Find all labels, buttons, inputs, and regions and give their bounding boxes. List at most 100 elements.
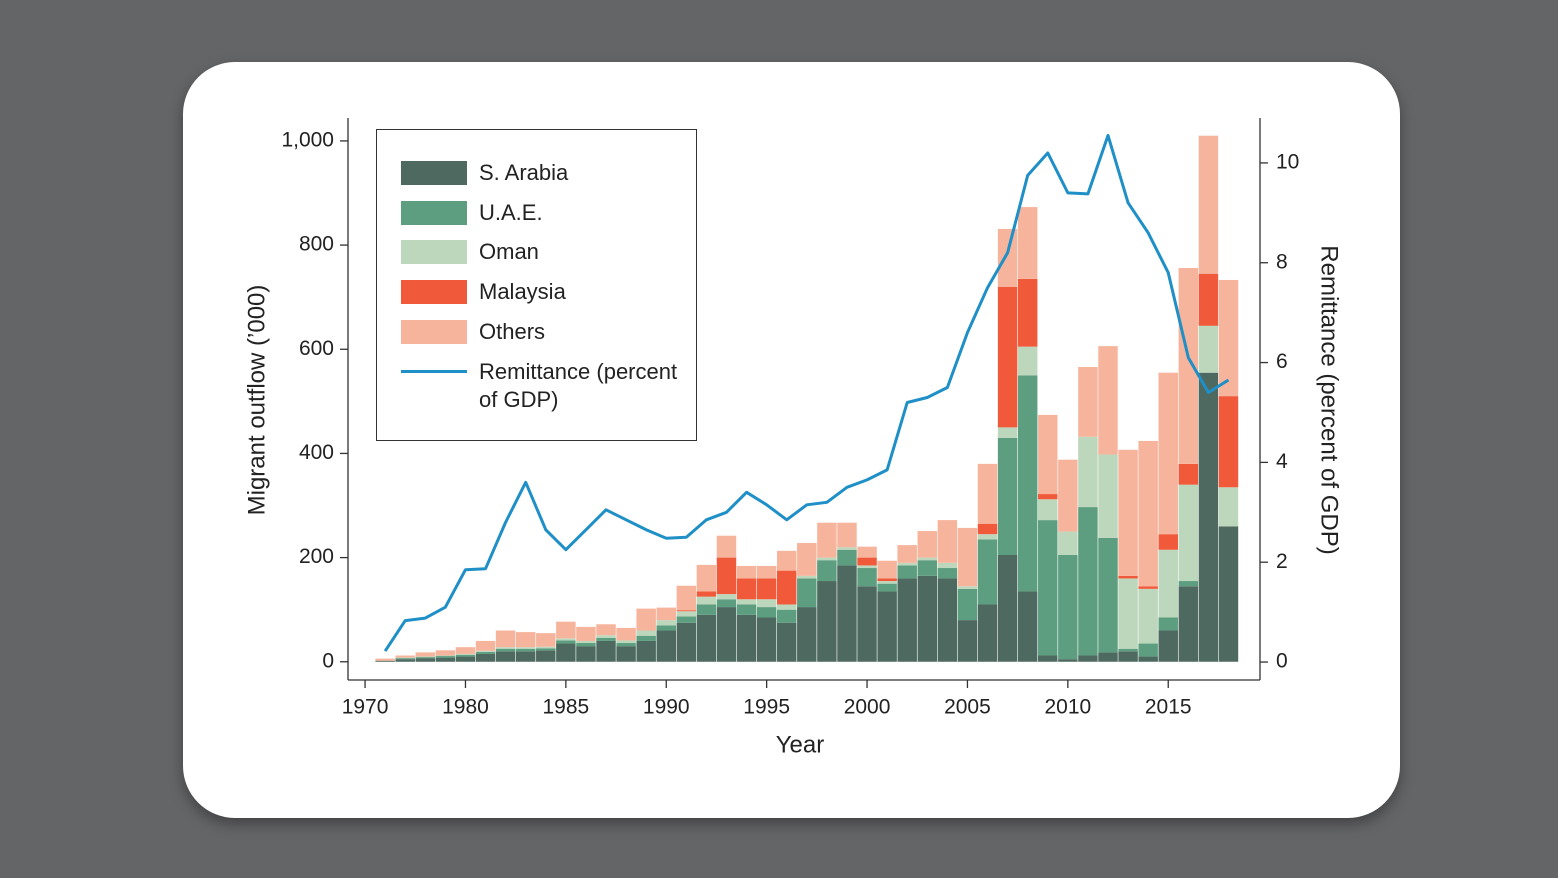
bar-segment (656, 630, 676, 662)
y-tick-label: 200 (299, 545, 334, 568)
bar-segment (375, 658, 395, 661)
bar-segment (716, 557, 737, 595)
bar-segment (576, 643, 596, 647)
bar-segment (636, 630, 656, 636)
bar-segment (776, 604, 797, 610)
legend-entry: Others (401, 319, 689, 346)
line (383, 133, 1230, 652)
bar-segment (1198, 372, 1219, 662)
bar-segment (375, 660, 395, 662)
legend-swatch (401, 161, 467, 185)
bar-segment (1058, 531, 1078, 555)
bar-segment (776, 570, 797, 605)
bar-segment (756, 599, 777, 608)
bar-segment (877, 560, 897, 579)
bar-segment (475, 651, 496, 654)
bar-segment (1138, 656, 1158, 662)
bar-segment (957, 527, 978, 587)
bar-segment (495, 648, 516, 652)
bar-segment (495, 651, 516, 662)
bar-segment (455, 656, 476, 662)
bar-segment (1098, 454, 1118, 538)
legend-label: U.A.E. (479, 199, 543, 225)
y2-tick-label: 4 (1276, 450, 1288, 473)
bar-segment (556, 621, 576, 639)
bar-segment (877, 578, 897, 582)
bar-segment (435, 655, 456, 657)
bar-segment (1138, 440, 1158, 587)
bar-segment (1118, 648, 1138, 652)
bar-segment (616, 640, 636, 644)
bar-segment (596, 637, 616, 641)
bar-segment (997, 286, 1018, 428)
legend-swatch (401, 200, 467, 225)
bar-segment (837, 549, 857, 566)
bar-segment (857, 565, 877, 569)
bar-segment (817, 581, 837, 662)
bar-segment (756, 578, 777, 600)
bar-segment (435, 650, 456, 656)
bar-segment (415, 657, 436, 659)
bar-segment (1118, 651, 1138, 662)
x-tick-label: 1995 (743, 696, 790, 719)
bar-segment (536, 646, 556, 649)
bar-segment (395, 659, 415, 662)
bar-segment (1078, 655, 1098, 662)
bar-segment (736, 604, 757, 615)
x-axis-label: Year (776, 731, 825, 758)
bar-segment (716, 607, 737, 662)
bar-segment (596, 635, 616, 638)
y2-tick-label: 8 (1276, 250, 1288, 273)
bar-segment (696, 591, 717, 597)
legend-label: Oman (479, 239, 539, 265)
legend: S. Arabia U.A.E. Oman Malaysia Others Remitta… (376, 129, 697, 441)
bar-segment (576, 626, 596, 641)
bar-segment (957, 620, 978, 662)
bar-segment (616, 646, 636, 662)
legend-swatch (401, 319, 467, 344)
bar-segment (897, 578, 917, 662)
bar-segment (1098, 652, 1118, 662)
bar-segment (756, 607, 777, 618)
bar-segment (1098, 537, 1118, 653)
bar-segment (1198, 325, 1219, 373)
bar-segment (596, 624, 616, 636)
bar-segment (997, 228, 1018, 287)
legend-entry: S. Arabia (401, 160, 689, 187)
bar-segment (897, 562, 917, 566)
bar-segment (676, 611, 697, 617)
bar-segment (1078, 366, 1098, 437)
bar-segment (1038, 494, 1058, 500)
bar-segment (797, 578, 817, 608)
bar-segment (957, 588, 978, 621)
y-tick-label: 400 (299, 441, 334, 464)
bar-segment (676, 610, 697, 612)
bar-segment (736, 565, 757, 579)
bar-segment (1198, 273, 1219, 326)
bar-segment (1178, 268, 1199, 464)
bar-segment (1038, 499, 1058, 521)
bar-segment (977, 534, 998, 540)
bar-segment (857, 586, 877, 662)
bar-segment (395, 658, 415, 660)
bar-segment (616, 643, 636, 647)
bar-segment (455, 647, 476, 654)
bar-segment (1017, 346, 1038, 376)
legend-swatch (401, 280, 467, 305)
bar-segment (556, 638, 576, 641)
bar-segment (716, 535, 737, 558)
x-tick-label: 2000 (844, 696, 891, 719)
bar-segment (475, 640, 496, 651)
bar-segment (1198, 135, 1219, 274)
bar-segment (1017, 207, 1038, 279)
bar-segment (515, 647, 536, 649)
bar-segment (897, 565, 917, 579)
bar-segment (977, 523, 998, 535)
bar-segment (917, 531, 938, 558)
y-tick-label: 600 (299, 337, 334, 360)
bar-segment (536, 650, 556, 662)
bar-segment (1218, 487, 1239, 527)
bar-segment (937, 520, 958, 563)
bar-segment (1038, 414, 1058, 495)
